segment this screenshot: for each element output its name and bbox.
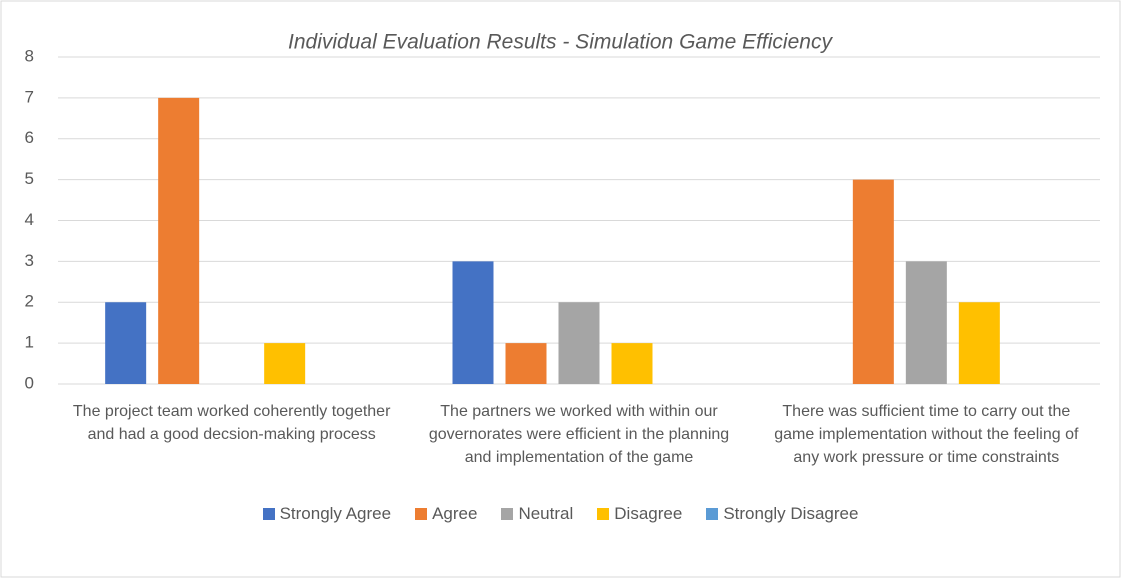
y-tick-label: 3 (25, 251, 34, 270)
bar (158, 97, 200, 384)
legend-item: Strongly Disagree (706, 504, 858, 524)
bar (611, 343, 653, 384)
y-tick-label: 2 (25, 292, 34, 311)
y-tick-label: 5 (25, 169, 34, 188)
bar (905, 261, 947, 384)
bar (852, 179, 894, 384)
bar (264, 343, 306, 384)
legend-item: Agree (415, 504, 477, 524)
bar (558, 302, 600, 384)
legend-label: Strongly Agree (279, 504, 392, 523)
bar (452, 261, 494, 384)
legend-label: Agree (432, 504, 478, 523)
legend-label: Strongly Disagree (723, 504, 859, 523)
legend-item: Strongly Agree (262, 504, 392, 524)
legend-item: Neutral (501, 504, 573, 524)
bar (105, 302, 147, 384)
legend-swatch (597, 508, 610, 520)
legend-swatch (501, 508, 514, 520)
y-tick-label: 6 (25, 128, 34, 147)
x-tick-label: The partners we worked with within our g… (428, 403, 730, 466)
y-tick-label: 4 (25, 210, 34, 229)
legend: Strongly Agree Agree Neutral Disagree Strong… (0, 504, 1121, 524)
legend-swatch (706, 508, 719, 520)
chart-title: Individual Evaluation Results - Simulati… (288, 31, 833, 54)
y-tick-label: 0 (25, 373, 34, 392)
y-tick-label: 1 (25, 333, 34, 352)
legend-label: Neutral (518, 504, 574, 523)
legend-swatch (262, 508, 275, 520)
y-tick-label: 8 (25, 46, 34, 65)
y-tick-label: 7 (25, 87, 34, 106)
x-tick-label: There was sufficient time to carry out t… (774, 403, 1079, 466)
bar (958, 302, 1000, 384)
bar (505, 343, 547, 384)
x-tick-label: The project team worked coherently toget… (72, 403, 391, 443)
legend-swatch (415, 508, 428, 520)
legend-label: Disagree (614, 504, 683, 523)
legend-item: Disagree (597, 504, 682, 524)
